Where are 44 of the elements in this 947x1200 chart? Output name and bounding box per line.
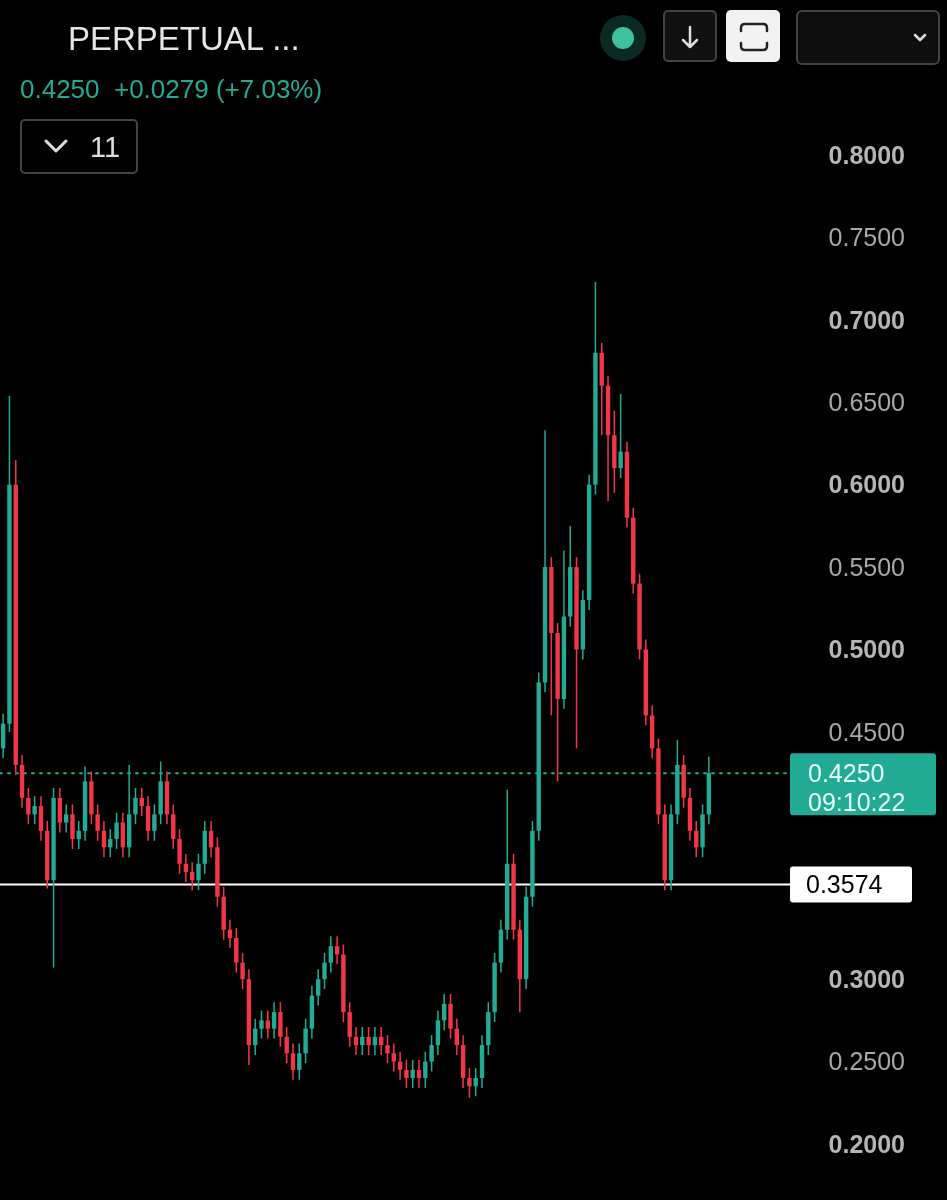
candlestick	[328, 935, 333, 974]
candlestick	[63, 803, 69, 834]
y-tick-label: 0.4500	[828, 717, 905, 746]
y-tick-label: 0.7000	[828, 305, 905, 334]
candlestick	[26, 787, 31, 825]
ref-line-label: 0.4250	[808, 758, 885, 787]
candlestick	[32, 795, 37, 825]
y-tick-label: 0.8000	[828, 140, 905, 169]
candlestick	[322, 952, 327, 990]
y-tick-label: 0.6000	[828, 470, 905, 499]
y-tick-label: 0.3000	[828, 964, 905, 993]
candlestick	[360, 1026, 365, 1056]
candlestick	[196, 853, 201, 891]
candlestick	[290, 1042, 296, 1081]
candlestick	[265, 1009, 270, 1040]
y-tick-label: 0.5000	[828, 635, 905, 664]
candlestick	[467, 1067, 472, 1099]
text: 09:10:22	[808, 787, 906, 816]
y-tick-label: 0.6500	[828, 388, 905, 416]
y-tick-label: 0.2500	[828, 1047, 905, 1076]
chart-subtitle: 0.4250 +0.0279 (+7.03%)	[20, 74, 323, 105]
candlestick	[259, 1009, 264, 1040]
candlestick	[284, 1026, 289, 1064]
candlestick	[423, 1050, 428, 1089]
y-tick-label: 0.2000	[828, 1129, 905, 1158]
chart-title: PERPETUAL ...	[68, 19, 300, 57]
candlestick	[133, 787, 138, 825]
y-tick-label: 0.7500	[828, 223, 905, 252]
candlestick	[391, 1042, 397, 1073]
ref-line-label: 0.3574	[806, 870, 883, 899]
candlestick	[385, 1034, 390, 1064]
annotation: 11	[90, 131, 121, 164]
y-tick-label: 0.5500	[828, 552, 905, 581]
candlestick	[114, 811, 119, 850]
candlestick	[366, 1026, 371, 1056]
candlestick	[240, 952, 245, 990]
candlestick	[95, 803, 100, 842]
candlestick	[297, 1042, 302, 1081]
candlestick	[316, 968, 321, 1007]
candlestick	[618, 393, 623, 479]
candlestick	[404, 1059, 409, 1089]
candlestick	[429, 1034, 434, 1073]
candlestick	[271, 1001, 277, 1040]
candlestick	[152, 803, 157, 842]
